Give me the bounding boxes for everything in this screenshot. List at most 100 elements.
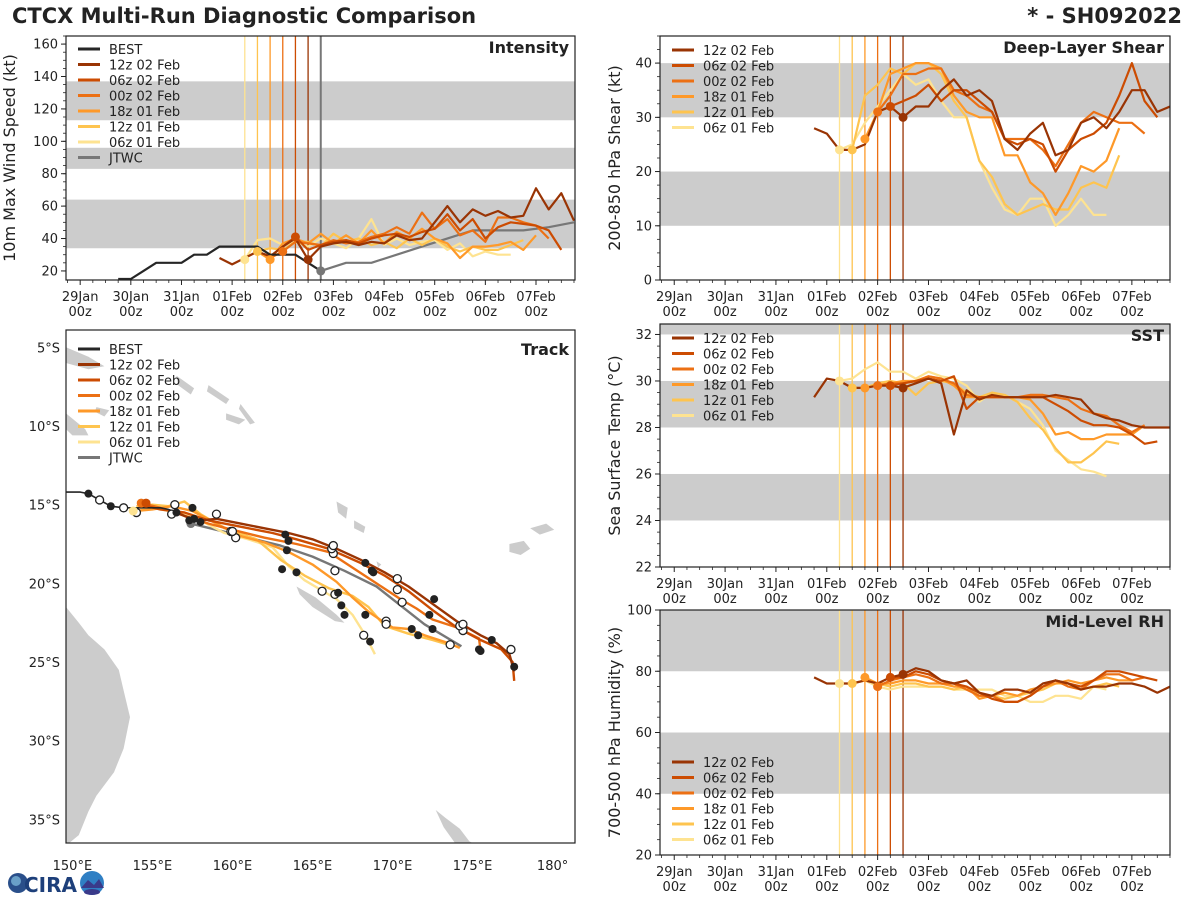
x-tick-label: 02Feb <box>858 865 898 880</box>
series-line-06z-02-feb <box>877 61 1159 173</box>
y-tick-label: 40 <box>41 232 58 247</box>
x-tick-sublabel: 00z <box>866 880 890 895</box>
legend-label: 00z 02 Feb <box>703 75 774 90</box>
init-marker-00z-02-feb <box>873 107 883 117</box>
track-line-06z-02-feb <box>140 503 516 682</box>
lat-tick-label: 5°S <box>37 341 60 356</box>
legend-label: 06z 02 Feb <box>109 74 180 89</box>
legend-label: 06z 01 Feb <box>703 410 774 425</box>
panel-title: Intensity <box>489 38 570 57</box>
shaded-band <box>660 610 1170 672</box>
x-tick-label: 07Feb <box>516 290 556 305</box>
x-tick-label: 29Jan <box>656 290 693 305</box>
x-tick-sublabel: 00z <box>713 592 737 607</box>
x-tick-sublabel: 00z <box>968 880 992 895</box>
legend-label: 06z 02 Feb <box>703 772 774 787</box>
y-tick-label: 30 <box>635 374 652 389</box>
x-tick-sublabel: 00z <box>917 592 941 607</box>
x-tick-sublabel: 00z <box>1018 592 1042 607</box>
x-tick-label: 30Jan <box>707 577 744 592</box>
x-tick-label: 01Feb <box>807 577 847 592</box>
x-tick-label: 29Jan <box>62 290 99 305</box>
x-tick-sublabel: 00z <box>1018 305 1042 320</box>
track-point-12z-02-feb <box>506 644 516 655</box>
legend-label: 00z 02 Feb <box>703 363 774 378</box>
y-tick-label: 40 <box>635 57 652 72</box>
land-solomon-4 <box>226 413 246 425</box>
track-point-06z-01-feb <box>340 610 349 619</box>
init-marker-jtwc <box>316 266 326 276</box>
land-fiji <box>509 540 531 555</box>
x-tick-sublabel: 00z <box>271 305 295 320</box>
x-tick-label: 02Feb <box>858 577 898 592</box>
track-point-12z-01-feb <box>337 601 346 610</box>
x-tick-label: 02Feb <box>263 290 303 305</box>
track-point-best <box>106 502 115 511</box>
x-tick-sublabel: 00z <box>764 592 788 607</box>
series-line-00z-02-feb <box>876 67 1146 168</box>
track-point-18z-01-feb <box>381 619 391 629</box>
track-point-00z-02-feb <box>282 546 291 555</box>
y-tick-label: 30 <box>635 111 652 126</box>
rh-panel: 2040608010029Jan00z30Jan00z31Jan00z01Feb… <box>605 604 1171 895</box>
x-tick-label: 31Jan <box>758 290 795 305</box>
track-point-12z-02-feb <box>392 573 402 584</box>
init-marker-06z-01-feb <box>834 376 844 386</box>
x-tick-label: 04Feb <box>960 577 1000 592</box>
x-tick-sublabel: 00z <box>917 880 941 895</box>
legend-label: 06z 01 Feb <box>109 436 180 451</box>
logo-text: CIRA <box>24 873 78 897</box>
land-solomon-1 <box>176 375 195 395</box>
y-tick-label: 160 <box>33 38 58 53</box>
track-line-jtwc <box>190 522 463 648</box>
x-tick-sublabel: 00z <box>423 305 447 320</box>
x-tick-sublabel: 00z <box>764 880 788 895</box>
legend-label: 12z 01 Feb <box>703 106 774 121</box>
x-tick-label: 30Jan <box>113 290 150 305</box>
series-line-12z-02-feb <box>813 667 1170 697</box>
init-marker-18z-01-feb <box>860 134 870 144</box>
x-tick-sublabel: 00z <box>713 880 737 895</box>
land-vanuatu-1 <box>336 501 348 519</box>
x-tick-sublabel: 00z <box>866 305 890 320</box>
track-point-12z-02-feb <box>172 508 181 517</box>
shaded-band <box>660 473 1170 521</box>
lat-tick-label: 30°S <box>29 735 60 750</box>
x-tick-sublabel: 00z <box>119 305 143 320</box>
legend-label: BEST <box>109 43 142 58</box>
y-tick-label: 20 <box>635 165 652 180</box>
land-solomon-3 <box>238 404 255 425</box>
legend-label: JTWC <box>108 452 143 467</box>
track-point-12z-01-feb <box>188 503 197 512</box>
series-line-18z-01-feb <box>863 61 1121 216</box>
lon-tick-label: 155°E <box>133 859 173 874</box>
x-tick-label: 06Feb <box>1061 290 1101 305</box>
x-tick-sublabel: 00z <box>663 305 687 320</box>
y-tick-label: 10 <box>635 219 652 234</box>
init-marker-00z-02-feb <box>873 381 883 391</box>
y-tick-label: 32 <box>635 328 652 343</box>
x-tick-label: 04Feb <box>960 290 1000 305</box>
plot-area <box>118 36 575 280</box>
x-tick-sublabel: 00z <box>815 880 839 895</box>
legend-label: 12z 01 Feb <box>109 121 180 136</box>
init-marker-12z-02-feb <box>303 255 313 265</box>
track-point-18z-01-feb <box>407 624 416 633</box>
x-tick-sublabel: 00z <box>220 305 244 320</box>
legend-label: 12z 01 Feb <box>703 394 774 409</box>
y-tick-label: 40 <box>635 787 652 802</box>
x-tick-sublabel: 00z <box>1069 305 1093 320</box>
page-title: CTCX Multi-Run Diagnostic Comparison <box>12 4 477 28</box>
y-tick-label: 80 <box>635 665 652 680</box>
track-point-best <box>118 503 129 513</box>
legend-label: 18z 01 Feb <box>703 91 774 106</box>
legend-label: 06z 01 Feb <box>703 834 774 849</box>
map-area <box>66 347 555 843</box>
x-tick-sublabel: 00z <box>1120 592 1144 607</box>
x-tick-label: 07Feb <box>1112 290 1152 305</box>
panel-title: Mid-Level RH <box>1045 612 1164 631</box>
track-point-06z-02-feb <box>425 610 434 619</box>
track-panel: 5°S 10°S 15°S 20°S 25°S 30°S 35°S 150°E 155°E 160… <box>29 329 576 874</box>
track-line-12z-02-feb <box>175 511 516 672</box>
land-png-tip <box>66 413 89 436</box>
